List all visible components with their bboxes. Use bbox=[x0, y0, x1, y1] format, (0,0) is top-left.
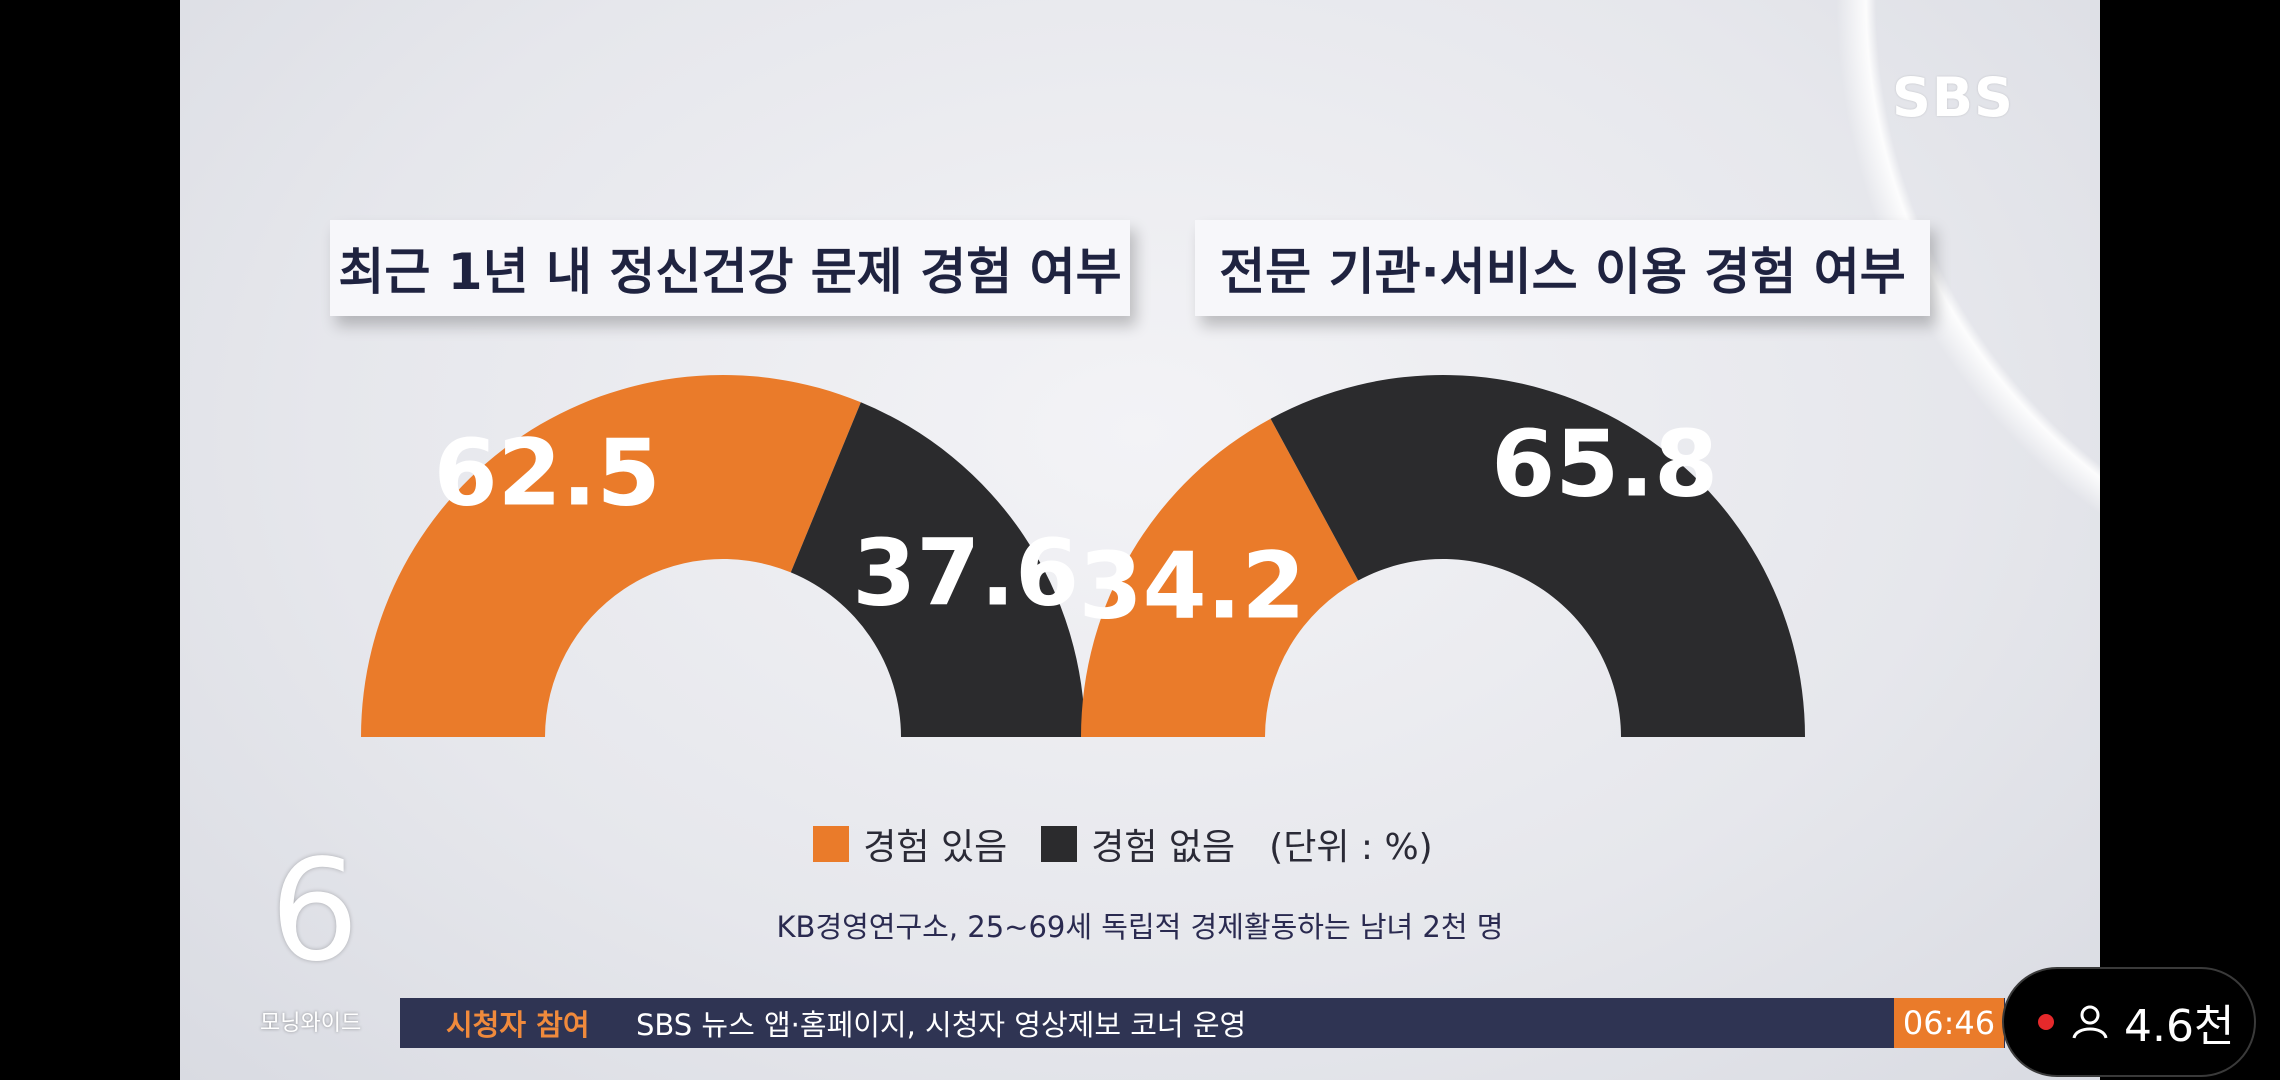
live-viewer-badge[interactable]: 4.6천 bbox=[2002, 967, 2256, 1077]
legend-item-yes: 경험 있음 bbox=[813, 818, 1007, 870]
legend-item-no: 경험 없음 bbox=[1041, 818, 1235, 870]
live-dot-icon bbox=[2038, 1014, 2054, 1030]
chart-2-slice-yes bbox=[1081, 418, 1359, 737]
unit-label: (단위 : %) bbox=[1269, 827, 1433, 868]
viewer-count: 4.6천 bbox=[2124, 1001, 2235, 1052]
sbs-logo: SBS bbox=[1892, 66, 2014, 129]
chart-1-label-yes: 62.5 bbox=[434, 419, 661, 526]
legend: 경험 있음 경험 없음 (단위 : %) bbox=[180, 818, 2100, 870]
legend-label-no: 경험 없음 bbox=[1091, 827, 1236, 868]
chart-2-label-yes: 34.2 bbox=[1079, 533, 1306, 640]
chart-2-label-no: 65.8 bbox=[1491, 411, 1718, 518]
source-note: KB경영연구소, 25~69세 독립적 경제활동하는 남녀 2천 명 bbox=[776, 910, 1504, 944]
chart-1-label-no: 37.6 bbox=[852, 519, 1079, 626]
chart-1-slice-no bbox=[790, 402, 1085, 737]
chart-1-slice-yes bbox=[361, 374, 861, 737]
half-donut-charts: 62.5 37.6 34.2 65.8 bbox=[361, 374, 1805, 737]
legend-unit: (단위 : %) bbox=[1269, 818, 1433, 870]
broadcast-clock: 06:46 bbox=[1894, 998, 2004, 1048]
channel-number: 6 bbox=[270, 830, 360, 993]
video-frame: SBS 최근 1년 내 정신건강 문제 경험 여부 전문 기관·서비스 이용 경… bbox=[180, 0, 2100, 1080]
chart-2-slice-no bbox=[1270, 375, 1805, 737]
chart-1-title: 최근 1년 내 정신건강 문제 경험 여부 bbox=[330, 220, 1130, 316]
legend-swatch-yes bbox=[813, 826, 850, 862]
person-icon bbox=[2072, 1005, 2108, 1039]
ticker-message: SBS 뉴스 앱·홈페이지, 시청자 영상제보 코너 운영 bbox=[636, 1008, 1247, 1042]
legend-swatch-no bbox=[1041, 826, 1078, 862]
program-name: 모닝와이드 bbox=[260, 1011, 362, 1036]
legend-label-yes: 경험 있음 bbox=[863, 827, 1008, 868]
ticker-tag: 시청자 참여 bbox=[446, 1008, 590, 1042]
chart-2-title: 전문 기관·서비스 이용 경험 여부 bbox=[1195, 220, 1930, 316]
news-ticker: 시청자 참여 SBS 뉴스 앱·홈페이지, 시청자 영상제보 코너 운영 bbox=[400, 998, 2005, 1048]
